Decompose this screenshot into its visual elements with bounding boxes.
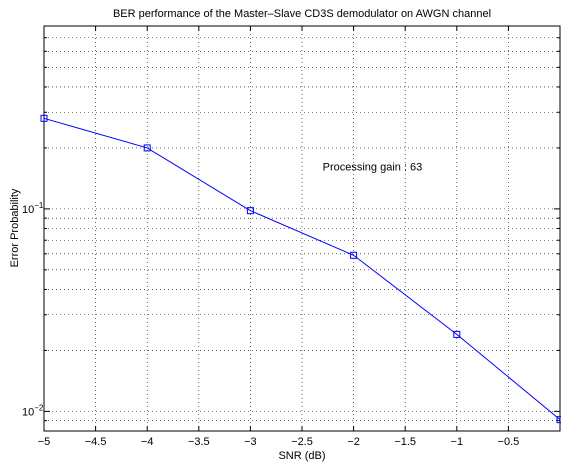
x-ticks: −5 −4.5 −4 −3.5 −3 −2.5 −2 −1.5 −1 −0.5 <box>38 26 520 448</box>
data-point-marker <box>453 330 461 338</box>
data-point-marker <box>246 207 254 215</box>
x-tick-label: −3 <box>244 436 257 448</box>
x-tick-label: −1.5 <box>394 436 416 448</box>
x-tick-label: −2.5 <box>291 436 313 448</box>
data-point-marker <box>350 251 358 259</box>
y-ticks: 10−1 10−2 <box>22 25 560 432</box>
x-tick-label: −5 <box>38 436 51 448</box>
series-line <box>43 117 561 421</box>
annotation-processing-gain: Processing gain : 63 <box>323 161 423 173</box>
x-tick-label: −3.5 <box>188 436 210 448</box>
x-tick-label: −1 <box>451 436 464 448</box>
y-tick-label: 10−1 <box>22 201 44 216</box>
plot-background <box>44 26 560 431</box>
plot-frame <box>43 25 561 432</box>
x-tick-label: −0.5 <box>498 436 520 448</box>
x-tick-label: −4.5 <box>85 436 107 448</box>
y-axis-label: Error Probability <box>9 188 21 267</box>
x-tick-label: −2 <box>347 436 360 448</box>
data-point-marker <box>143 144 151 152</box>
chart-title: BER performance of the Master–Slave CD3S… <box>113 8 491 20</box>
x-axis-label: SNR (dB) <box>278 450 325 462</box>
series-layer <box>40 114 561 424</box>
y-tick-label: 10−2 <box>22 403 44 418</box>
x-tick-label: −4 <box>141 436 154 448</box>
data-point-marker <box>40 114 48 122</box>
data-point-marker <box>556 416 561 424</box>
